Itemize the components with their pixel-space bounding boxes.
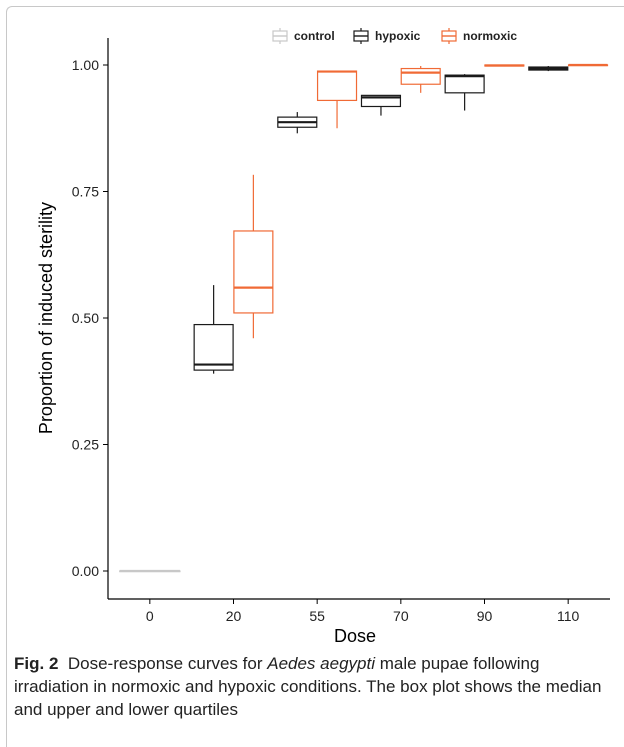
box-normoxic-20	[233, 174, 274, 339]
y-axis-title: Proportion of induced sterility	[36, 202, 56, 434]
legend-label: normoxic	[463, 29, 517, 43]
box-plot-chart: 0.00 0.25 0.50 0.75 1.00 0 20 55 70 90 110 control…	[36, 28, 610, 646]
legend-item-hypoxic: hypoxic	[353, 28, 421, 44]
caption-label: Fig. 2	[14, 654, 59, 673]
box-hypoxic-90	[444, 74, 485, 111]
y-tick-label: 0.25	[72, 437, 99, 453]
y-tick-label: 0.00	[72, 563, 99, 579]
box-normoxic-90	[484, 64, 525, 67]
box-iqr	[193, 323, 234, 371]
box-hypoxic-20	[193, 285, 234, 374]
figure-frame	[6, 6, 624, 747]
caption-text-after: male pupae following irradiation in norm…	[14, 654, 602, 719]
x-tick-label: 90	[477, 608, 493, 624]
x-tick-label: 70	[393, 608, 409, 624]
box-normoxic-70	[400, 66, 441, 93]
box-hypoxic-70	[360, 94, 402, 116]
legend-item-normoxic: normoxic	[441, 28, 517, 44]
box-iqr	[316, 70, 358, 102]
box-iqr	[400, 67, 441, 85]
figure-caption: Fig. 2 Dose-response curves for Aedes ae…	[14, 652, 614, 721]
x-tick-label: 20	[226, 608, 242, 624]
y-tick-label: 0.75	[72, 184, 99, 200]
legend-item-control: control	[272, 28, 335, 44]
box-iqr	[233, 230, 274, 314]
caption-species: Aedes aegypti	[267, 654, 375, 673]
y-tick-label: 1.00	[72, 57, 99, 73]
x-axis-title: Dose	[334, 626, 376, 646]
box-normoxic-110	[567, 63, 609, 67]
box-normoxic-55	[316, 70, 358, 129]
box-hypoxic-55	[277, 112, 318, 134]
x-tick-label: 0	[146, 608, 154, 624]
legend-label: control	[294, 29, 335, 43]
box-control-0	[119, 569, 181, 573]
x-tick-label: 55	[309, 608, 325, 624]
box-iqr	[360, 94, 402, 108]
caption-text-before: Dose-response curves for	[67, 654, 268, 673]
x-tick-label: 110	[557, 608, 580, 624]
box-hypoxic-110	[528, 66, 569, 72]
y-tick-label: 0.50	[72, 310, 99, 326]
box-iqr	[444, 74, 485, 94]
legend-label: hypoxic	[375, 29, 421, 43]
